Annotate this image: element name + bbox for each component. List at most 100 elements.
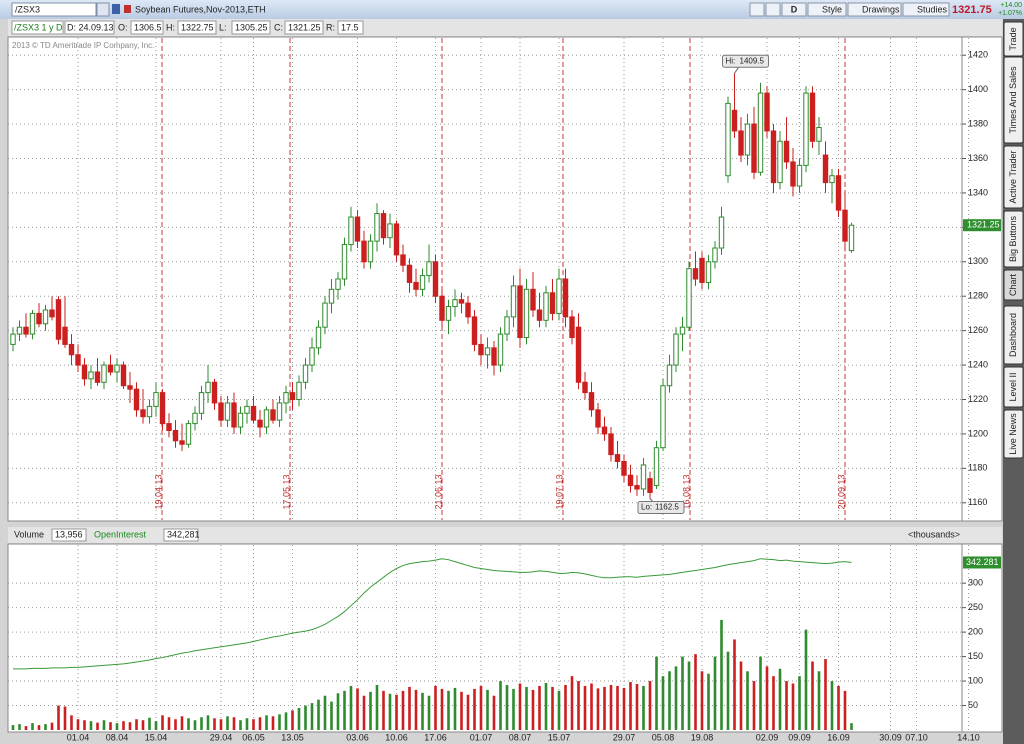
tool-button[interactable] (765, 2, 781, 17)
volume-bar (284, 712, 288, 730)
sidebar-tab[interactable] (1003, 409, 1024, 459)
candle-body (478, 343, 484, 356)
sidebar-tab[interactable] (1003, 366, 1024, 408)
x-tick-label: 15.04 (145, 732, 168, 742)
candle-body (738, 130, 744, 156)
x-tick-label: 01.07 (470, 732, 493, 742)
volume-bar (707, 673, 710, 730)
candle-body (133, 388, 140, 411)
color-icon[interactable] (124, 5, 131, 13)
candle-body (718, 216, 725, 249)
volume-header (8, 527, 1002, 543)
candle-body (660, 385, 666, 449)
y-tick-label: 1420 (968, 50, 988, 60)
sidebar-tab[interactable] (1003, 269, 1024, 301)
volume-bar (401, 690, 405, 730)
volume-bar (427, 695, 431, 730)
volume-bar (440, 688, 444, 730)
candle-body (803, 92, 809, 166)
x-tick-label: 02.09 (756, 732, 779, 742)
aggregation: D (791, 4, 798, 14)
volume-bar (811, 661, 814, 730)
annotation-prefix: Hi: (726, 56, 736, 65)
volume-bar (726, 651, 730, 730)
x-tick-label: 07.10 (905, 732, 928, 742)
volume-bar (24, 726, 28, 730)
y-tick-label: 100 (968, 675, 983, 685)
close-value: 1321.25 (288, 22, 321, 32)
candle-body (146, 405, 153, 418)
label-c: C: (274, 22, 283, 32)
price-marker-label: 1321.25 (967, 220, 1000, 230)
candle-body (634, 485, 640, 490)
candle-body (491, 347, 497, 366)
candle-body (439, 295, 445, 321)
candle-body (88, 371, 94, 380)
sidebar-tab[interactable] (1003, 21, 1024, 57)
oi-marker (963, 556, 1001, 569)
candle-body (419, 275, 426, 290)
sidebar-tab-label: Level II (1008, 372, 1018, 401)
sidebar-tab-label: Big Buttons (1008, 215, 1018, 262)
volume-bar (655, 656, 658, 730)
studies-button[interactable] (902, 2, 950, 17)
volume-bar (89, 721, 93, 730)
candle-body (829, 175, 835, 184)
expiry: 21.06.13 (433, 38, 443, 520)
drawings-button[interactable] (847, 2, 902, 17)
sidebar-tab[interactable] (1003, 210, 1024, 268)
candle-body (393, 223, 400, 256)
y-tick-label: 1180 (968, 463, 987, 473)
volume-bar (226, 716, 229, 730)
candle-body (335, 278, 341, 290)
link-icon[interactable] (112, 4, 120, 14)
candle-body (374, 213, 380, 242)
volume-bar (616, 685, 619, 730)
style-button[interactable] (807, 2, 847, 17)
candle-body (400, 254, 406, 266)
study-box[interactable] (11, 20, 64, 35)
sidebar-tab[interactable] (1003, 305, 1024, 365)
volume-bar (674, 666, 678, 730)
y-tick-label: 1340 (968, 187, 988, 197)
candle-body (68, 343, 75, 356)
tool-button[interactable] (749, 2, 765, 17)
volume-bar (297, 707, 301, 730)
candle-body (575, 326, 582, 383)
volume-bar (63, 706, 67, 730)
volume-bar (187, 718, 190, 730)
candle-body (289, 392, 296, 401)
volume-bar (109, 722, 112, 730)
x-tick-label: 01.04 (67, 732, 90, 742)
x-tick-label: 08.04 (106, 732, 129, 742)
volume-bar (349, 685, 353, 730)
volume-bar (434, 685, 437, 730)
symbol-box[interactable] (11, 2, 97, 17)
candle-body (699, 257, 705, 283)
candle-body (270, 409, 276, 421)
aggregation-button[interactable] (781, 2, 807, 17)
candle-body (387, 223, 393, 239)
candle-body (848, 224, 855, 252)
x-tick-label: 19.08 (691, 732, 714, 742)
volume-bar (837, 685, 840, 730)
candle-body (764, 92, 770, 132)
volume-bar (213, 718, 216, 730)
sidebar-tab[interactable] (1003, 145, 1024, 209)
candle-body (283, 392, 289, 404)
sidebar-tab[interactable] (1003, 56, 1024, 144)
volume-bar (791, 683, 795, 730)
copyright: 2013 © TD Ameritrade IP Company, Inc. (12, 41, 154, 50)
candle-body (302, 364, 309, 383)
volume-bar (473, 688, 476, 730)
symbol-dropdown[interactable] (96, 2, 110, 17)
candle-body (556, 278, 562, 314)
x-tick-label: 17.06 (424, 732, 447, 742)
volume-bar (687, 661, 691, 730)
candle-body (816, 127, 822, 142)
volume-bar (830, 681, 834, 730)
range-value: 17.5 (341, 22, 359, 32)
expiry-label: 21.06.13 (433, 474, 443, 509)
volume-bar (317, 699, 320, 730)
